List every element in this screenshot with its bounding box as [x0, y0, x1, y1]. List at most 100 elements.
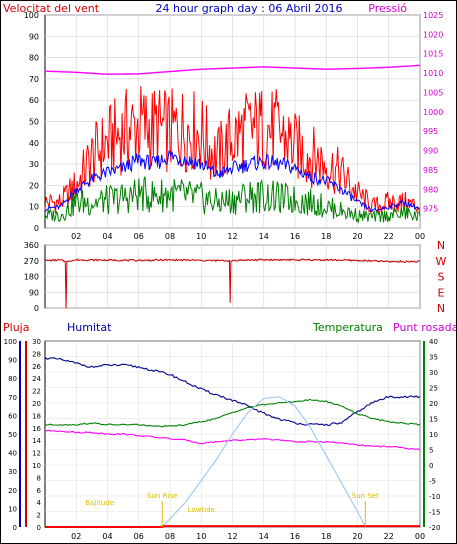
hour-tick-label: 00: [415, 232, 425, 241]
temperature-tick-label: 30: [429, 369, 438, 377]
pressure-axis-label: Pressió: [368, 2, 407, 15]
humidity-tick-label: 30: [8, 468, 17, 476]
compass-direction-label: N: [437, 302, 445, 315]
tide-label: Lowtide: [188, 506, 215, 514]
pressure-tick-label: 1025: [423, 11, 443, 20]
temperature-tick-label: 10: [429, 431, 438, 439]
hour-tick-label: 20: [352, 532, 362, 541]
tide-label: Bajitude: [85, 499, 114, 507]
series-line-pluja: [45, 525, 420, 528]
rain-tick-label: 28: [32, 350, 41, 358]
rain-tick-label: 24: [32, 375, 41, 383]
humidity-tick-label: 20: [8, 487, 17, 495]
hour-tick-label: 12: [227, 532, 237, 541]
wind-direction-tick-label: 90: [29, 288, 39, 297]
rain-tick-label: 0: [37, 524, 41, 532]
wind-speed-tick-label: 60: [29, 96, 39, 105]
temperature-humidity-panel: 0102030405060708090100024681012141618202…: [4, 338, 441, 541]
hour-tick-label: 18: [321, 232, 331, 241]
humidity-tick-label: 80: [8, 375, 17, 383]
rain-tick-label: 4: [37, 499, 42, 507]
hour-tick-label: 16: [290, 232, 300, 241]
wind-speed-tick-label: 10: [29, 203, 39, 212]
hour-tick-label: 06: [134, 532, 144, 541]
wind-speed-tick-label: 90: [29, 32, 39, 41]
sun-event-label: Sun Rise: [147, 492, 177, 500]
humidity-tick-label: 50: [8, 431, 17, 439]
pressure-tick-label: 975: [423, 205, 438, 214]
series-line-temperatura: [44, 398, 421, 428]
pressure-tick-label: 985: [423, 166, 438, 175]
hour-tick-label: 06: [134, 232, 144, 241]
wind-direction-tick-label: 180: [24, 273, 39, 282]
series-line-ratxa: [44, 149, 421, 212]
hour-tick-label: 10: [196, 232, 206, 241]
hour-tick-label: 04: [102, 232, 112, 241]
pressure-tick-label: 1015: [423, 50, 443, 59]
wind-speed-tick-label: 40: [29, 139, 39, 148]
rain-tick-label: 6: [37, 487, 42, 495]
temperature-axis-label: Temperatura: [312, 321, 383, 334]
hour-tick-label: 18: [321, 532, 331, 541]
temperature-tick-label: -15: [429, 509, 440, 517]
series-line-wind-direction: [44, 258, 421, 309]
compass-direction-label: E: [438, 286, 445, 299]
temperature-tick-label: -5: [429, 478, 436, 486]
compass-direction-label: N: [437, 239, 445, 252]
humidity-tick-label: 70: [8, 394, 17, 402]
hour-tick-label: 08: [165, 232, 175, 241]
humidity-tick-label: 60: [8, 412, 17, 420]
temperature-tick-label: 0: [429, 462, 433, 470]
wind-direction-tick-label: 360: [24, 241, 39, 250]
rain-tick-label: 14: [32, 437, 41, 445]
compass-direction-label: W: [436, 255, 447, 268]
humidity-tick-label: 100: [4, 338, 17, 346]
hour-tick-label: 00: [415, 532, 425, 541]
humidity-tick-label: 40: [8, 450, 17, 458]
pressure-tick-label: 1010: [423, 69, 443, 78]
rain-tick-label: 30: [32, 338, 41, 346]
rain-tick-label: 2: [37, 512, 41, 520]
dew-point-axis-label: Punt rosada: [393, 321, 456, 334]
wind-direction-tick-label: 270: [24, 257, 39, 266]
hour-tick-label: 08: [165, 532, 175, 541]
temperature-tick-label: -20: [429, 524, 440, 532]
rain-axis-label: Pluja: [3, 321, 29, 334]
compass-direction-label: S: [438, 271, 445, 284]
hour-tick-label: 16: [290, 532, 300, 541]
hour-tick-label: 14: [259, 532, 269, 541]
temperature-tick-label: -10: [429, 493, 440, 501]
rain-tick-label: 12: [32, 450, 41, 458]
series-line-radiaci-solar: [161, 396, 366, 528]
rain-tick-label: 20: [32, 400, 41, 408]
rain-tick-label: 18: [32, 412, 41, 420]
pressure-tick-label: 990: [423, 147, 438, 156]
rain-tick-label: 26: [32, 363, 41, 371]
pressure-tick-label: 1020: [423, 30, 443, 39]
wind-speed-axis-label: Velocitat del vent: [3, 2, 100, 15]
wind-speed-panel: 0102030405060708090100975980985990995100…: [24, 11, 444, 241]
wind-speed-tick-label: 50: [29, 118, 39, 127]
wind-speed-tick-label: 100: [24, 11, 39, 20]
temperature-tick-label: 40: [429, 338, 438, 346]
hour-tick-label: 10: [196, 532, 206, 541]
hour-tick-label: 20: [352, 232, 362, 241]
wind-direction-panel: 360 N 270 W 180 S 90 E 0 N: [24, 239, 447, 315]
rain-tick-label: 10: [32, 462, 41, 470]
rain-tick-label: 22: [32, 388, 41, 396]
series-line-velocitat-del-vent: [44, 86, 421, 215]
pressure-tick-label: 995: [423, 127, 438, 136]
pressure-tick-label: 980: [423, 185, 438, 194]
humidity-axis-label: Humitat: [67, 321, 112, 334]
temperature-tick-label: 15: [429, 416, 438, 424]
temperature-tick-label: 5: [429, 447, 433, 455]
pressure-tick-label: 1000: [423, 108, 443, 117]
humidity-tick-label: 0: [13, 524, 17, 532]
wind-speed-tick-label: 80: [29, 54, 39, 63]
rain-tick-label: 16: [32, 425, 41, 433]
hour-tick-label: 14: [259, 232, 269, 241]
pressure-tick-label: 1005: [423, 88, 443, 97]
series-line-velocitat-mitjana: [44, 176, 421, 224]
